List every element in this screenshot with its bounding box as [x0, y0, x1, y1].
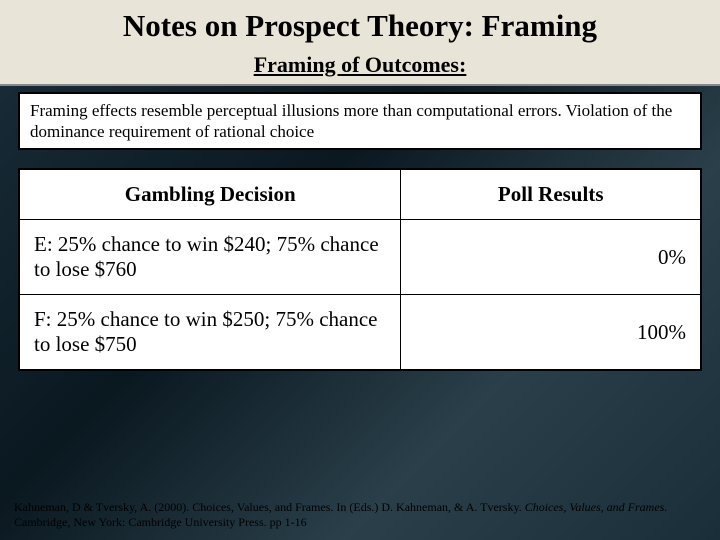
cell-result: 100% [401, 295, 701, 371]
table-row: E: 25% chance to win $240; 75% chance to… [19, 220, 701, 295]
citation-text-1: Kahneman, D & Tversky, A. (2000). Choice… [14, 500, 525, 514]
cell-decision: E: 25% chance to win $240; 75% chance to… [19, 220, 401, 295]
table-row: F: 25% chance to win $250; 75% chance to… [19, 295, 701, 371]
subtitle-band: Framing of Outcomes: [0, 50, 720, 86]
col-header-decision: Gambling Decision [19, 169, 401, 220]
main-title: Notes on Prospect Theory: Framing [20, 8, 700, 44]
cell-decision: F: 25% chance to win $250; 75% chance to… [19, 295, 401, 371]
description-text: Framing effects resemble perceptual illu… [30, 101, 672, 141]
description-box: Framing effects resemble perceptual illu… [18, 92, 702, 151]
col-header-result: Poll Results [401, 169, 701, 220]
title-band: Notes on Prospect Theory: Framing [0, 0, 720, 50]
citation-text-2: Cambridge, New York: Cambridge Universit… [14, 515, 307, 529]
citation: Kahneman, D & Tversky, A. (2000). Choice… [14, 500, 706, 530]
table-header-row: Gambling Decision Poll Results [19, 169, 701, 220]
citation-italic-1: Choices, Values, and Frames. [525, 500, 668, 514]
results-table: Gambling Decision Poll Results E: 25% ch… [18, 168, 702, 371]
subtitle: Framing of Outcomes: [20, 52, 700, 78]
cell-result: 0% [401, 220, 701, 295]
